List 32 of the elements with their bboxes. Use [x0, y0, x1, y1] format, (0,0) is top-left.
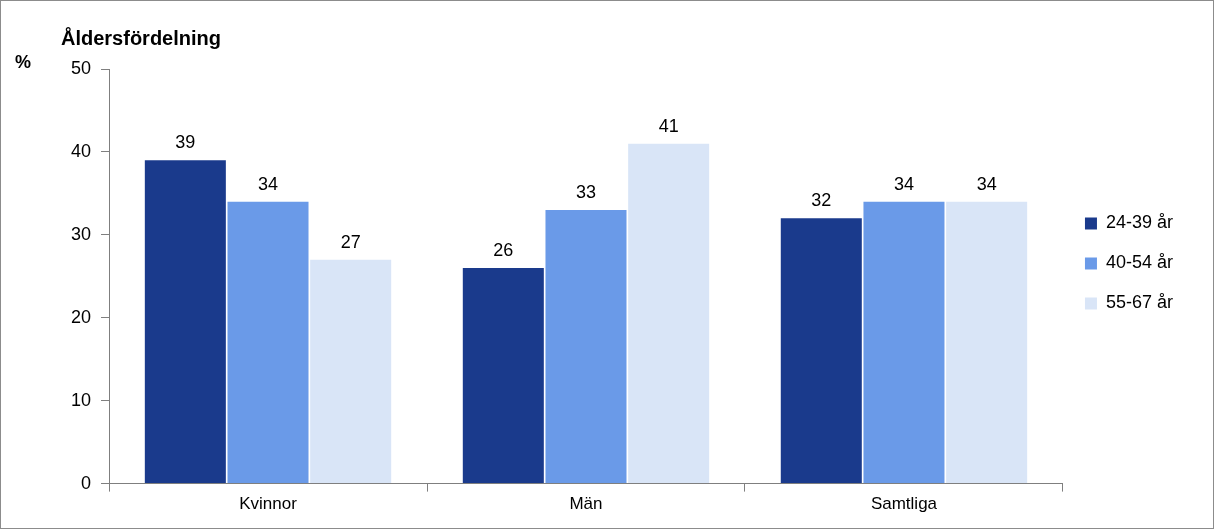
data-label: 27	[340, 231, 361, 252]
bar	[462, 268, 544, 484]
y-tick-label: 20	[70, 306, 92, 327]
legend-label: 24-39 år	[1105, 212, 1174, 233]
bar	[946, 201, 1028, 484]
y-tick-label: 30	[70, 223, 92, 244]
x-tick-label: Män	[569, 494, 603, 514]
y-tick-label: 50	[70, 57, 92, 78]
y-tick-label: 0	[81, 472, 92, 493]
y-tick-label: 10	[70, 389, 92, 410]
data-label: 39	[175, 132, 196, 153]
data-label: 34	[976, 173, 997, 194]
bar	[628, 143, 710, 484]
bar	[863, 201, 945, 484]
bar	[144, 160, 226, 484]
bar	[545, 209, 627, 484]
bar	[227, 201, 309, 484]
x-tick-label: Samtliga	[870, 494, 938, 514]
data-label: 41	[658, 115, 679, 136]
bar	[780, 218, 862, 484]
data-label: 26	[493, 239, 514, 260]
y-axis-title: %	[15, 51, 32, 72]
data-label: 32	[811, 190, 832, 211]
y-tick-label: 40	[70, 140, 92, 161]
legend-label: 55-67 år	[1105, 292, 1174, 313]
data-label: 33	[575, 181, 596, 202]
legend-label: 40-54 år	[1105, 252, 1174, 273]
bar	[310, 259, 392, 484]
data-label: 34	[893, 173, 914, 194]
data-label: 34	[258, 173, 279, 194]
chart-title: Åldersfördelning	[61, 25, 222, 49]
x-tick-label: Kvinnor	[239, 494, 298, 514]
